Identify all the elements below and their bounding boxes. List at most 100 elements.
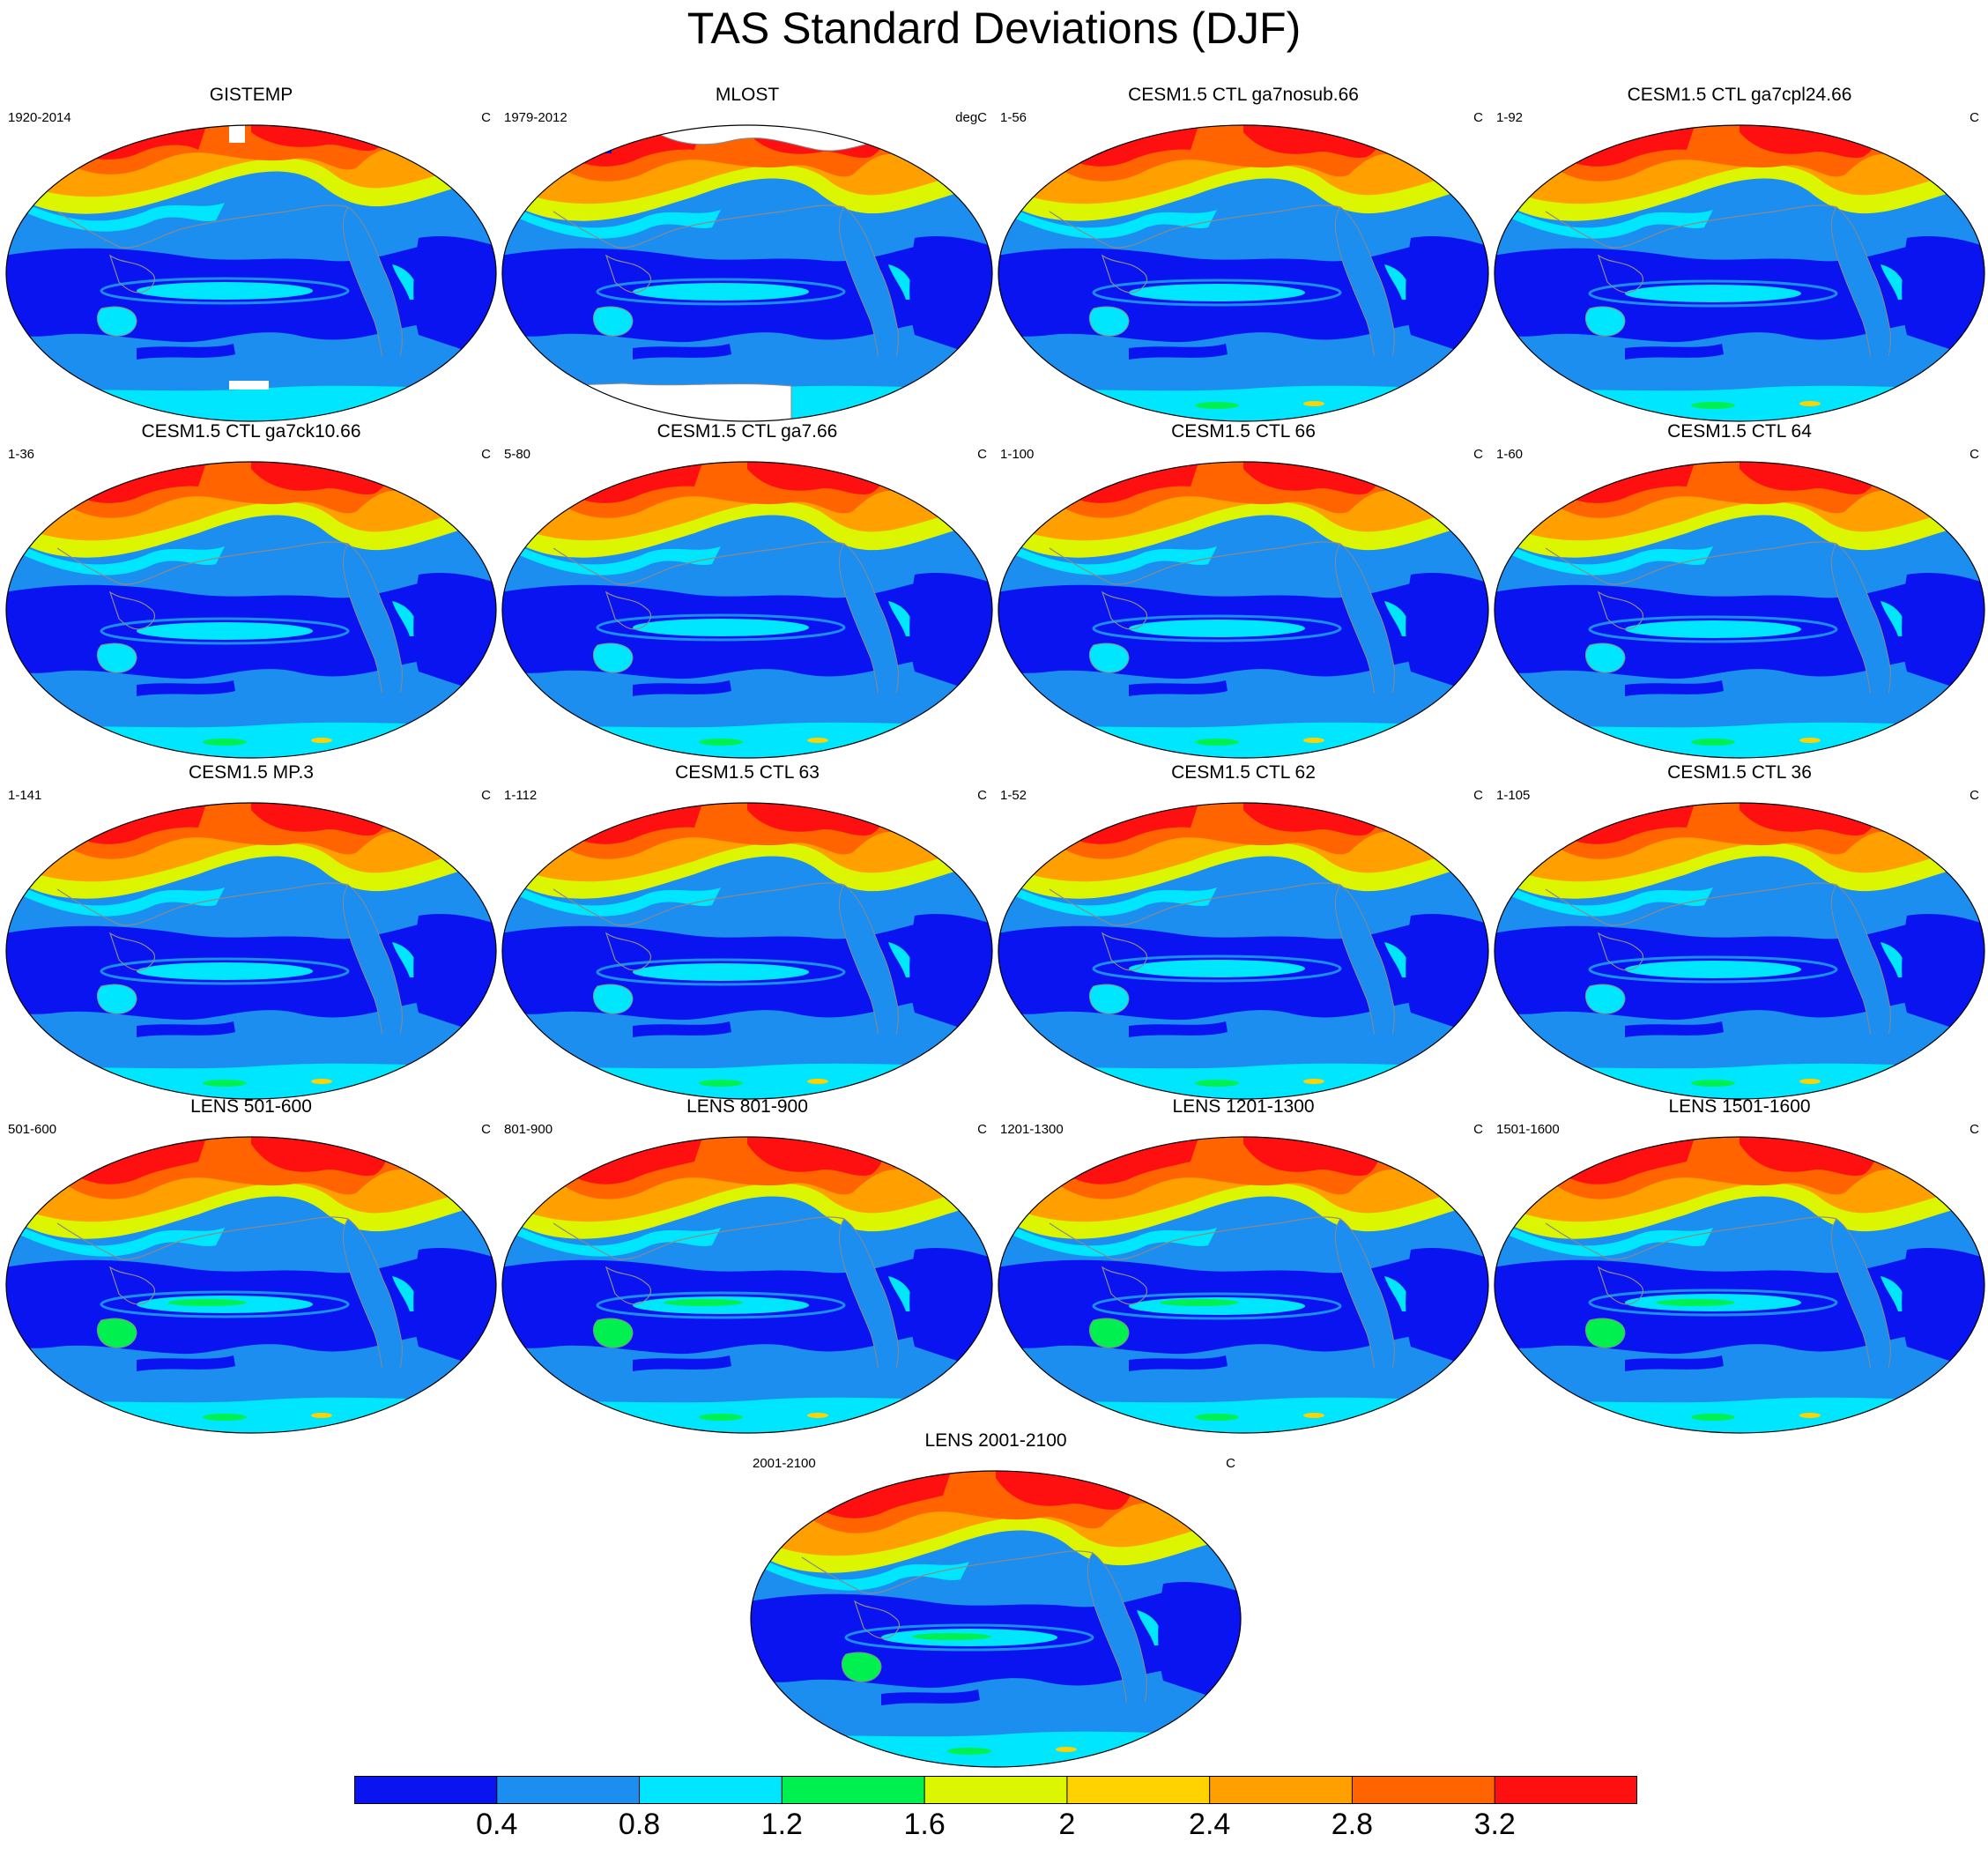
panel-period: 5-80 — [504, 447, 531, 462]
panel-period: 1-52 — [1000, 788, 1027, 803]
antarctic-patch — [1303, 1413, 1324, 1418]
colorbar-label: 3.2 — [1474, 1808, 1516, 1838]
coastline — [1597, 590, 1644, 630]
antarctic-patch — [1303, 401, 1324, 406]
southern-ocean-band — [1129, 1355, 1228, 1371]
antarctic-patch — [1195, 402, 1239, 409]
enso-tongue — [1625, 961, 1801, 978]
map-outline — [1494, 802, 1985, 1100]
coastline — [1597, 254, 1644, 293]
coastline — [1545, 541, 1837, 585]
amazon-region — [888, 264, 915, 300]
map-outline — [501, 124, 993, 422]
panel-units: C — [481, 447, 491, 462]
panel-period: 1-100 — [1000, 447, 1035, 462]
southern-ocean-band — [137, 1021, 235, 1037]
antarctic-patch — [1303, 738, 1324, 743]
midlat-band — [998, 879, 1217, 917]
southern-ocean-band — [633, 680, 731, 696]
antarctic-band — [751, 1731, 1241, 1767]
coastline — [1101, 590, 1148, 630]
amazon-region — [888, 1276, 915, 1311]
panel-units: C — [1969, 447, 1979, 462]
enso-tongue — [1129, 620, 1305, 637]
robinson-map — [998, 802, 1489, 1100]
colorbar-swatch — [354, 1776, 497, 1804]
antarctic-patch — [1195, 1080, 1239, 1087]
colorbar-swatch — [1352, 1776, 1495, 1804]
map-panel: CESM1.5 MP.3 1-141 C — [4, 761, 498, 1132]
colorbar-label: 2.4 — [1189, 1808, 1230, 1838]
map-panel: CESM1.5 CTL ga7cpl24.66 1-92 C — [1493, 84, 1986, 454]
map-outline — [1494, 461, 1985, 759]
southern-ocean-band — [1625, 1355, 1724, 1371]
missing-data-region — [229, 381, 269, 390]
australia-landmass — [1088, 984, 1130, 1014]
panel-units: C — [1473, 1122, 1483, 1137]
enso-halo — [1092, 614, 1342, 642]
coastline — [56, 204, 349, 249]
panel-units: C — [1969, 1122, 1979, 1137]
amazon-region — [888, 601, 915, 636]
enso-halo — [596, 278, 846, 306]
enso-tongue — [633, 283, 809, 301]
australia-landmass — [1088, 642, 1130, 673]
enso-halo — [1588, 615, 1838, 643]
coastline — [853, 1600, 901, 1639]
antarctic-patch — [1195, 1414, 1239, 1421]
map-outline — [750, 1470, 1242, 1768]
amazon-region — [1384, 942, 1411, 977]
enso-halo — [596, 1291, 846, 1319]
southern-ocean-band — [1129, 344, 1228, 360]
map-outline — [998, 461, 1489, 759]
panel-units: C — [1473, 788, 1483, 803]
colorbar-frame — [354, 1776, 1637, 1804]
robinson-map — [998, 124, 1489, 422]
map-outline — [5, 1136, 497, 1434]
antarctic-band — [6, 385, 496, 421]
map-outline — [1494, 1136, 1985, 1434]
antarctic-patch — [311, 738, 332, 743]
colorbar-swatch — [496, 1776, 640, 1804]
antarctic-patch — [947, 1748, 991, 1755]
map-outline — [1494, 124, 1985, 422]
amazon-region — [1384, 264, 1411, 300]
amazon-region — [392, 601, 419, 636]
southern-ocean-band — [137, 1355, 235, 1371]
midlat-band — [1495, 879, 1713, 917]
map-outline — [501, 802, 993, 1100]
midlat-band — [502, 1219, 721, 1257]
panel-title: LENS 801-900 — [686, 1096, 808, 1117]
southern-ocean-band — [1625, 1021, 1724, 1037]
enso-halo — [1092, 954, 1342, 983]
colorbar-swatch — [924, 1776, 1067, 1804]
panel-period: 1-112 — [504, 788, 538, 803]
australia-landmass — [592, 306, 634, 337]
coastline — [605, 1266, 652, 1305]
colorbar-label: 1.2 — [761, 1808, 803, 1838]
robinson-map — [501, 1136, 993, 1434]
enso-tongue — [633, 619, 809, 636]
panel-title: CESM1.5 CTL 63 — [675, 762, 820, 783]
map-panel: CESM1.5 CTL ga7nosub.66 1-56 C — [997, 84, 1490, 454]
coastline — [605, 254, 652, 293]
robinson-map — [5, 802, 497, 1100]
map-outline — [501, 461, 993, 759]
panel-title: CESM1.5 CTL ga7.66 — [656, 421, 838, 442]
panel-units: C — [1473, 447, 1483, 462]
antarctic-patch — [699, 1080, 743, 1087]
southern-ocean-band — [633, 1021, 731, 1037]
australia-landmass — [841, 1652, 882, 1682]
panel-period: 1201-1300 — [1000, 1122, 1064, 1137]
map-panel: CESM1.5 CTL ga7.66 5-80 C — [501, 420, 994, 791]
southern-ocean-band — [1129, 680, 1228, 696]
southern-ocean-band — [137, 344, 235, 360]
colorbar-label: 1.6 — [903, 1808, 945, 1838]
coastline — [605, 590, 652, 630]
amazon-region — [1880, 1276, 1907, 1311]
map-outline — [998, 1136, 1489, 1434]
midlat-band — [502, 201, 721, 239]
panel-period: 1-141 — [8, 788, 42, 803]
coastline — [553, 541, 845, 585]
map-panel: CESM1.5 CTL ga7ck10.66 1-36 C — [4, 420, 498, 791]
